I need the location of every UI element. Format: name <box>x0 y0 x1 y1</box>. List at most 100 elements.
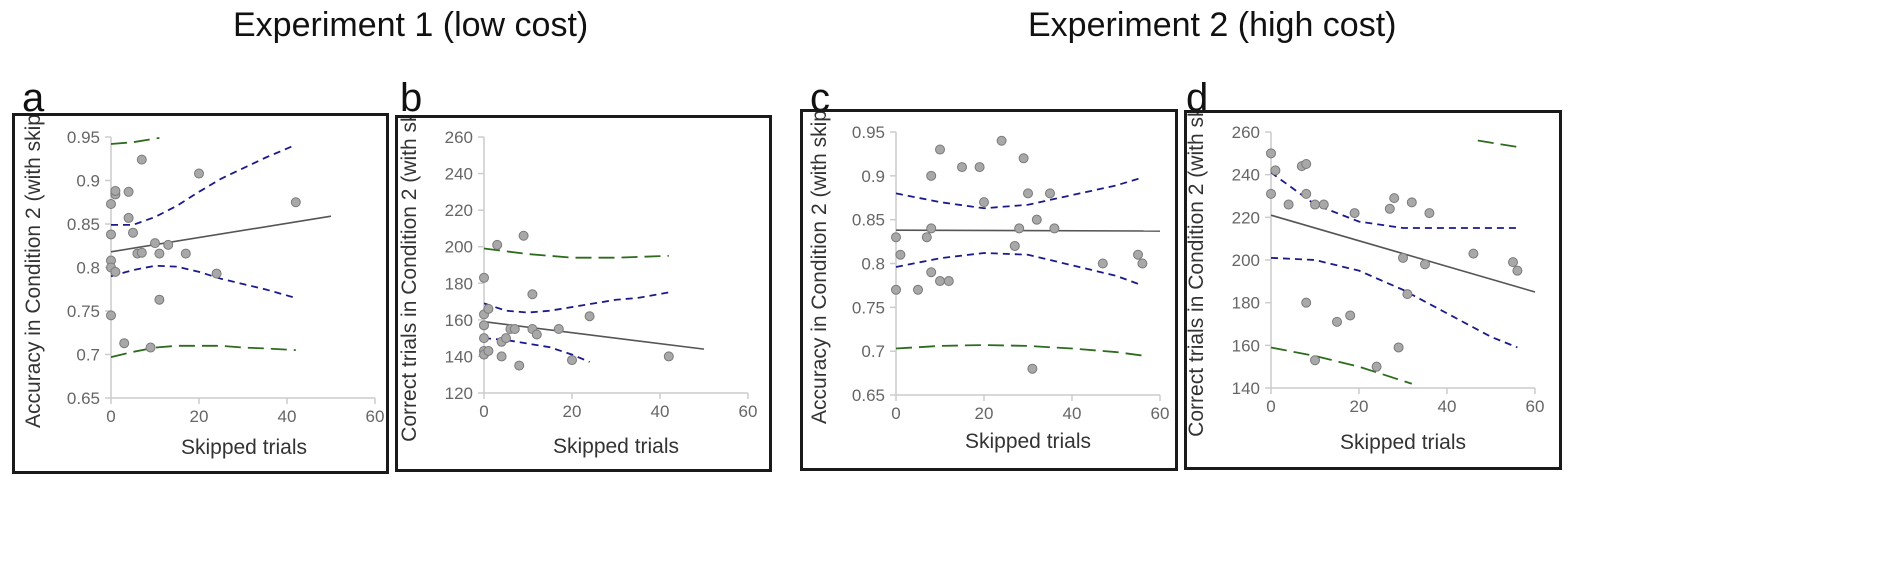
y-tick-label: 160 <box>1232 336 1260 355</box>
data-point <box>128 227 138 238</box>
y-tick-label: 140 <box>1232 379 1260 398</box>
y-tick-label: 0.75 <box>852 298 885 317</box>
y-tick-label: 0.7 <box>861 342 885 361</box>
x-tick-label: 60 <box>366 407 385 426</box>
data-point <box>1133 249 1143 260</box>
data-point <box>891 232 901 243</box>
data-point <box>479 320 489 331</box>
data-point <box>1402 289 1413 300</box>
data-point <box>1097 258 1108 269</box>
y-tick-label: 0.85 <box>67 215 100 234</box>
data-point <box>290 197 301 208</box>
data-point <box>1468 248 1479 259</box>
y-axis-label: Correct trials in Condition 2 (with skip… <box>398 118 421 442</box>
x-tick-label: 0 <box>106 407 115 426</box>
data-point <box>567 355 577 366</box>
data-point <box>163 239 174 250</box>
panel-letter-d: d <box>1186 76 1209 120</box>
y-tick-label: 220 <box>1232 208 1260 227</box>
panel-b-chart: 120 140 160 180 200 220 240 260 0 20 40 60 Skipped t… <box>398 118 758 458</box>
panel-d-frame: 140 160 180 200 220 240 260 0 20 40 60 Skipped tria… <box>1184 110 1562 470</box>
data-point <box>492 239 503 250</box>
y-tick-label: 260 <box>1232 123 1260 142</box>
data-point <box>110 266 121 277</box>
data-point <box>1406 197 1417 208</box>
data-point <box>935 144 945 155</box>
data-point <box>663 351 674 362</box>
data-point <box>501 333 511 344</box>
x-tick-label: 40 <box>651 402 670 421</box>
panel-a-frame: 0.65 0.7 0.75 0.8 0.85 0.9 0.95 0 20 40 60 Skipped … <box>12 113 389 474</box>
data-point <box>106 310 116 321</box>
data-point <box>1393 342 1404 353</box>
data-point <box>106 198 116 209</box>
data-point <box>996 135 1007 146</box>
data-point <box>926 267 937 278</box>
data-point <box>1014 223 1025 234</box>
data-point <box>150 238 160 249</box>
x-axis-label: Skipped trials <box>553 435 679 458</box>
experiment-2-title: Experiment 2 (high cost) <box>1028 6 1397 44</box>
y-tick-label: 0.7 <box>76 346 100 365</box>
data-point <box>1301 297 1312 308</box>
confidence-band-lower <box>895 252 1143 287</box>
y-axis-label: Correct trials in Condition 2 (with skip… <box>1187 113 1208 437</box>
data-point <box>483 345 494 356</box>
data-point <box>123 186 134 197</box>
y-tick-label: 0.85 <box>852 211 885 230</box>
data-point <box>913 284 923 295</box>
panel-letter-b: b <box>400 76 423 120</box>
confidence-band-upper <box>895 176 1143 210</box>
data-point <box>891 284 901 295</box>
y-tick-label: 120 <box>445 384 473 403</box>
data-point <box>1270 165 1281 176</box>
data-point <box>119 338 130 349</box>
data-point <box>1420 259 1430 270</box>
prediction-band-upper <box>110 136 160 145</box>
y-tick-label: 240 <box>1232 166 1260 185</box>
x-tick-label: 40 <box>1438 397 1457 416</box>
data-point <box>935 276 945 287</box>
data-point <box>1266 148 1276 159</box>
data-point <box>479 272 489 283</box>
panel-c-frame: 0.65 0.7 0.75 0.8 0.85 0.9 0.95 0 20 40 60 Skipped … <box>800 109 1178 471</box>
y-tick-label: 260 <box>445 128 473 147</box>
panel-d-chart: 140 160 180 200 220 240 260 0 20 40 60 Skipped tria… <box>1187 113 1544 454</box>
x-tick-label: 20 <box>975 404 994 423</box>
y-tick-label: 240 <box>445 165 473 184</box>
data-point <box>154 248 165 259</box>
data-point <box>1332 316 1342 327</box>
x-tick-label: 20 <box>1350 397 1369 416</box>
regression-line <box>110 215 332 253</box>
data-point <box>1349 208 1360 219</box>
data-point <box>527 289 538 300</box>
data-point <box>1301 159 1312 169</box>
x-tick-label: 60 <box>739 402 758 421</box>
data-point <box>895 249 906 260</box>
y-tick-label: 0.8 <box>76 259 100 278</box>
prediction-band-upper <box>483 247 669 259</box>
data-point <box>180 248 191 259</box>
data-point <box>518 230 529 241</box>
data-point <box>194 168 204 179</box>
data-point <box>584 311 595 322</box>
x-tick-label: 0 <box>479 402 488 421</box>
data-point <box>1027 363 1038 374</box>
x-tick-label: 60 <box>1151 404 1170 423</box>
confidence-band-upper <box>111 144 297 226</box>
data-point <box>957 162 967 173</box>
panel-c-chart: 0.65 0.7 0.75 0.8 0.85 0.9 0.95 0 20 40 60 Skipped … <box>808 112 1170 453</box>
data-point <box>1049 223 1060 234</box>
x-tick-label: 40 <box>1063 404 1082 423</box>
y-tick-label: 0.75 <box>67 302 100 321</box>
data-point <box>1310 355 1320 366</box>
y-axis-label: Accuracy in Condition 2 (with skip) <box>808 112 831 424</box>
data-point <box>921 232 932 243</box>
data-point <box>1137 258 1148 269</box>
y-tick-label: 160 <box>445 311 473 330</box>
data-point <box>1384 203 1395 214</box>
y-tick-label: 0.65 <box>67 389 100 408</box>
y-tick-label: 200 <box>445 238 473 257</box>
data-point <box>1318 199 1329 210</box>
panel-b-frame: 120 140 160 180 200 220 240 260 0 20 40 60 Skipped t… <box>395 115 772 472</box>
